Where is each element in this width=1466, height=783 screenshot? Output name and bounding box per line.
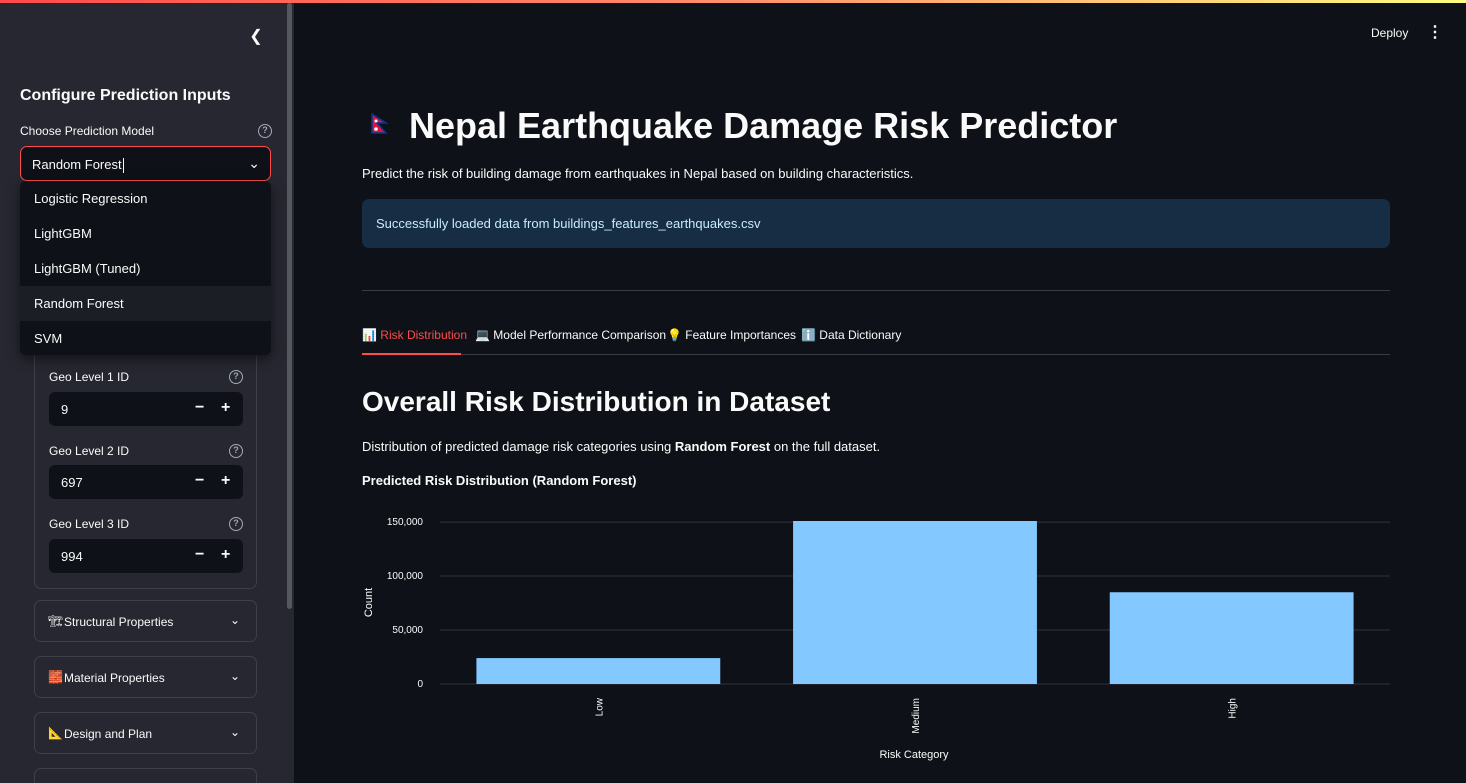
bar (1109, 592, 1354, 684)
nepal-flag-icon (371, 113, 388, 134)
tab-data-dictionary[interactable]: ℹ️ Data Dictionary (801, 328, 902, 342)
geo-level-1-input[interactable]: 9 − + (49, 392, 243, 426)
decrement-button[interactable]: − (195, 472, 205, 489)
location-fields-group: Geo Level 1 ID ? 9 − + Geo Level 2 ID ? … (34, 348, 257, 589)
tab-border (362, 354, 1390, 355)
help-icon[interactable]: ? (229, 370, 243, 384)
deploy-button[interactable]: Deploy (1371, 26, 1409, 40)
expander-partial[interactable] (34, 768, 257, 783)
lightbulb-icon: 💡 (667, 328, 682, 342)
help-icon[interactable]: ? (229, 517, 243, 531)
x-axis-label: Risk Category (879, 749, 949, 761)
geo-level-3-input[interactable]: 994 − + (49, 539, 243, 573)
chevron-down-icon: ⌄ (229, 669, 240, 683)
tab-risk-distribution[interactable]: 📊 Risk Distribution (362, 328, 467, 342)
decrement-button[interactable]: − (195, 546, 205, 563)
geo-level-3-label: Geo Level 3 ID (49, 517, 130, 531)
tab-feature-importances[interactable]: 💡 Feature Importances (667, 328, 797, 342)
help-icon[interactable]: ? (229, 444, 243, 458)
expander-label: Material Properties (64, 671, 165, 685)
x-tick-label: High (1228, 698, 1239, 719)
increment-button[interactable]: + (221, 399, 231, 416)
expander-structural-properties[interactable]: 🏗 Structural Properties ⌄ (34, 600, 257, 642)
y-tick-label: 0 (417, 679, 423, 690)
geo-level-1-value: 9 (61, 402, 69, 417)
section-title: Overall Risk Distribution in Dataset (362, 386, 831, 417)
collapse-sidebar-chevron-left-icon[interactable]: ❮ (249, 28, 263, 45)
y-tick-label: 50,000 (392, 625, 423, 636)
increment-button[interactable]: + (221, 546, 231, 563)
info-message: Successfully loaded data from buildings_… (376, 216, 761, 231)
expander-label: Structural Properties (64, 615, 174, 629)
help-icon[interactable]: ? (258, 124, 272, 138)
geo-level-1-label: Geo Level 1 ID (49, 370, 130, 384)
option-random-forest[interactable]: Random Forest (20, 286, 271, 321)
x-tick-label: Low (594, 697, 605, 716)
chevron-down-icon: ⌄ (229, 613, 240, 627)
increment-button[interactable]: + (221, 472, 231, 489)
model-select-value: Random Forest (32, 157, 124, 174)
sidebar-scrollbar[interactable] (287, 3, 292, 609)
info-icon: ℹ️ (801, 328, 816, 342)
option-lightgbm-tuned[interactable]: LightGBM (Tuned) (34, 261, 141, 276)
decrement-button[interactable]: − (195, 399, 205, 416)
risk-distribution-chart: 0 50,000 100,000 150,000 Low Medium High Count R… (363, 517, 1390, 761)
active-tab-indicator (362, 353, 461, 355)
geo-level-2-input[interactable]: 697 − + (49, 465, 243, 499)
tab-model-performance[interactable]: 💻 Model Performance Comparison (475, 328, 667, 342)
y-axis-label: Count (363, 588, 375, 617)
section-description: Distribution of predicted damage risk ca… (362, 439, 881, 454)
chevron-down-icon: ⌄ (229, 725, 240, 739)
brick-icon: 🧱 (48, 670, 63, 684)
ruler-icon: 📐 (48, 726, 63, 740)
chart-title: Predicted Risk Distribution (Random Fore… (362, 473, 637, 488)
geo-level-2-label: Geo Level 2 ID (49, 444, 130, 458)
sidebar: ❮ Configure Prediction Inputs Choose Pre… (0, 3, 294, 783)
top-decoration-bar (0, 0, 1466, 3)
bar-chart-icon: 📊 (362, 328, 377, 342)
construction-icon: 🏗 (48, 614, 64, 628)
x-tick-label: Medium (911, 698, 922, 734)
option-svm[interactable]: SVM (34, 331, 63, 346)
model-select-label: Choose Prediction Model (20, 124, 155, 138)
success-info-box: Successfully loaded data from buildings_… (362, 199, 1390, 248)
option-logistic-regression[interactable]: Logistic Regression (34, 191, 148, 206)
bar (793, 521, 1037, 684)
y-tick-label: 100,000 (387, 571, 424, 582)
option-lightgbm[interactable]: LightGBM (34, 226, 92, 241)
computer-icon: 💻 (475, 328, 490, 342)
y-tick-label: 150,000 (387, 517, 424, 528)
page-subtitle: Predict the risk of building damage from… (362, 166, 914, 181)
geo-level-3-value: 994 (61, 549, 83, 564)
chevron-down-icon: ⌄ (248, 155, 260, 171)
geo-level-2-value: 697 (61, 475, 83, 490)
expander-material-properties[interactable]: 🧱 Material Properties ⌄ (34, 656, 257, 698)
more-menu-icon[interactable]: ⋮ (1427, 24, 1443, 41)
expander-label: Design and Plan (64, 727, 153, 741)
divider (362, 290, 1390, 291)
expander-design-and-plan[interactable]: 📐 Design and Plan ⌄ (34, 712, 257, 754)
bar (476, 658, 721, 684)
model-select-dropdown: Logistic Regression LightGBM LightGBM (T… (20, 181, 271, 355)
model-select[interactable]: Random Forest ⌄ (20, 146, 271, 181)
sidebar-title: Configure Prediction Inputs (20, 87, 231, 104)
page-title: Nepal Earthquake Damage Risk Predictor (409, 105, 1118, 146)
